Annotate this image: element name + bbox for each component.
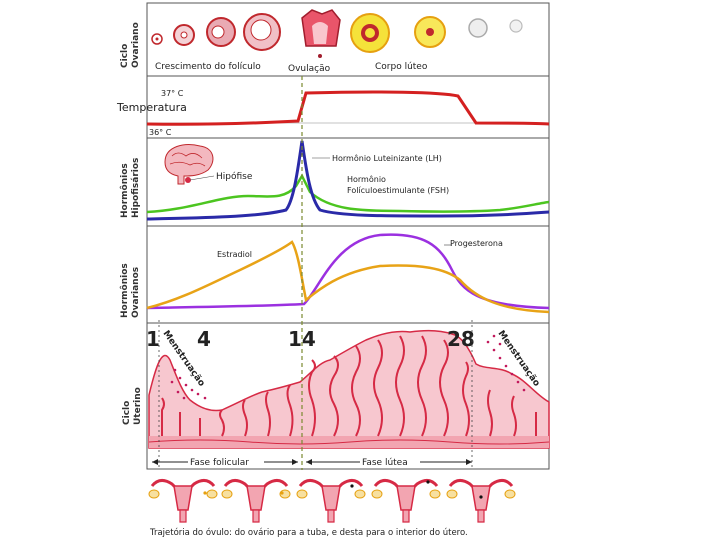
pituitary-gland-label: Hipófise [216, 171, 253, 182]
temperature-section: 37° C Temperatura 36° C [116, 89, 549, 137]
pituitary-title-line1: Hormônios [119, 163, 130, 218]
corpus-luteum-2 [415, 17, 445, 47]
fsh-label-line2: Folículoestimulante (FSH) [347, 186, 449, 195]
corpus-albicans-2 [510, 20, 522, 32]
follicle-2 [174, 25, 194, 45]
uterine-cycle-section: Ciclo Uterino [122, 327, 549, 448]
corpus-luteum-label: Corpo lúteo [375, 62, 428, 72]
uterus-illustration-5 [447, 480, 515, 522]
brain-icon [165, 145, 213, 184]
ovarian-hormones-title-line2: Ovarianos [131, 267, 141, 318]
ovulating-follicle [302, 10, 340, 58]
uterus-illustration-1 [149, 480, 217, 522]
pituitary-hormones-section: Hormônios Hipofisários Hipófise Hormônio… [119, 141, 549, 219]
temp-high-label: 37° C [161, 89, 184, 98]
follicle-3 [207, 18, 235, 46]
ovarian-cycle-section: Ciclo Ovariano [120, 10, 522, 74]
phase-arrows: Fase folicular Fase lútea [152, 456, 472, 468]
uterus-row [149, 480, 515, 522]
uterus-illustration-4 [372, 480, 440, 522]
day-1-label: 1 [146, 327, 160, 351]
follicle-1 [152, 34, 162, 44]
uterus-illustration-2 [222, 480, 290, 522]
follicle-4 [244, 14, 280, 50]
temp-low-label: 36° C [149, 128, 172, 137]
temperature-curve [147, 92, 549, 124]
uterus-illustration-3 [297, 480, 365, 522]
day-4-label: 4 [197, 327, 211, 351]
lh-label: Hormônio Luteinizante (LH) [332, 153, 442, 163]
ovarian-cycle-title-line1: Ciclo [120, 44, 130, 68]
ovulation-label: Ovulação [288, 64, 331, 74]
day-28-label: 28 [447, 327, 475, 351]
pituitary-pointer [190, 176, 214, 180]
pituitary-title-line2: Hipofisários [131, 158, 141, 218]
estradiol-curve [147, 242, 549, 312]
corpus-luteum-1 [351, 14, 389, 52]
corpus-albicans-1 [469, 19, 487, 37]
ovarian-cycle-title-line2: Ovariano [131, 22, 141, 68]
estradiol-label: Estradiol [217, 250, 252, 259]
fsh-label-line1: Hormônio [347, 174, 386, 184]
uterine-title-line1: Ciclo [122, 401, 132, 425]
uterine-title-line2: Uterino [133, 387, 143, 425]
egg-trajectory-caption: Trajetória do óvulo: do ovário para a tu… [149, 527, 468, 538]
progesterone-label: Progesterona [450, 239, 503, 248]
ovarian-hormones-section: Hormônios Ovarianos Estradiol Progestero… [119, 235, 549, 318]
ovarian-hormones-title-line1: Hormônios [119, 263, 130, 318]
luteal-phase-label: Fase lútea [362, 458, 408, 468]
temperature-title: Temperatura [116, 101, 187, 114]
follicular-phase-label: Fase folicular [190, 458, 249, 468]
follicle-growth-label: Crescimento do folículo [155, 62, 261, 72]
